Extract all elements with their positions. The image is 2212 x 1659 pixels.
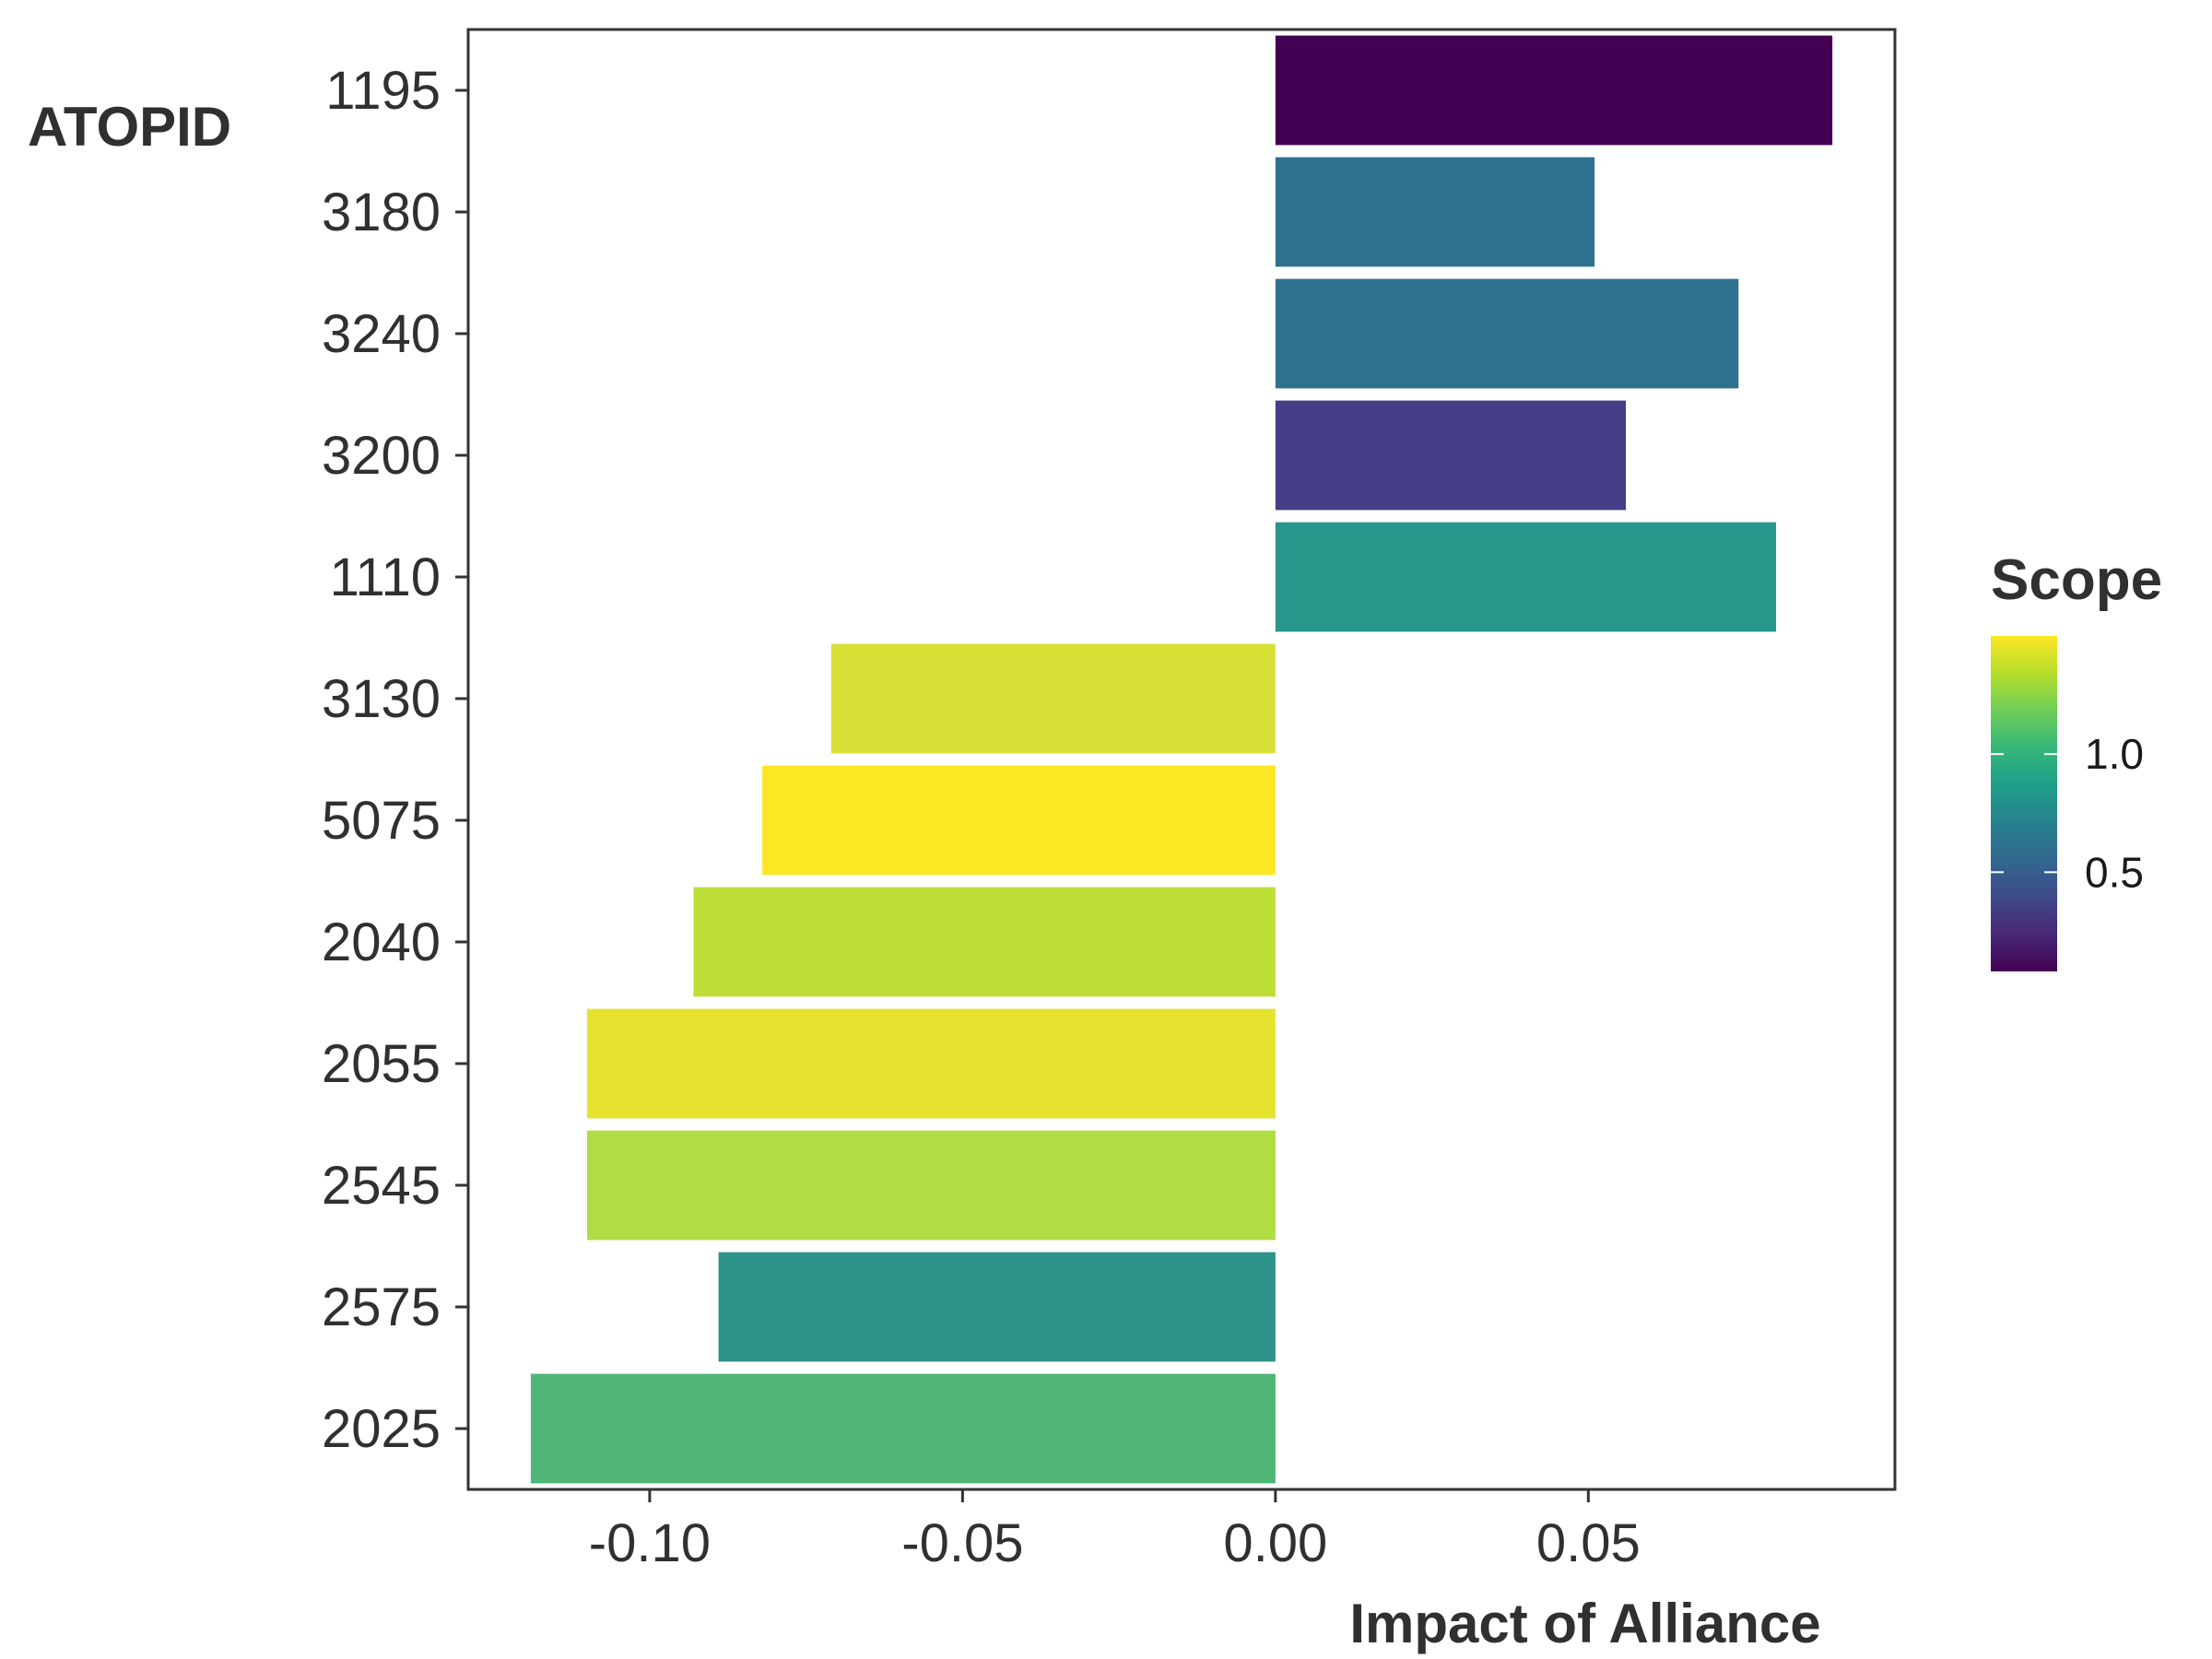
legend-tick-label: 1.0 <box>2085 730 2144 778</box>
y-tick-label: 3240 <box>322 304 441 364</box>
legend-title: Scope <box>1991 548 2162 612</box>
y-tick-label: 2025 <box>322 1399 441 1459</box>
bar-2545 <box>587 1130 1276 1241</box>
y-tick-label: 2545 <box>322 1156 441 1216</box>
plot-panel <box>466 28 1897 1491</box>
x-axis: -0.10 -0.05 0.00 0.05 <box>589 1489 1641 1573</box>
legend-ticks: 0.5 1.0 <box>1991 730 2144 896</box>
bar-2025 <box>530 1373 1276 1484</box>
x-tick-label: -0.10 <box>589 1513 711 1573</box>
y-axis-title: ATOPID <box>28 96 231 158</box>
y-tick-label: 3200 <box>322 426 441 486</box>
bar-3130 <box>830 643 1276 754</box>
x-tick-label: 0.00 <box>1223 1513 1327 1573</box>
bar-3200 <box>1275 400 1627 511</box>
bar-2575 <box>718 1252 1276 1362</box>
y-tick-label: 1110 <box>330 547 441 607</box>
y-axis: 1195 3180 3240 3200 1110 3130 5075 2040 2055 2545… <box>322 61 468 1459</box>
x-axis-title: Impact of Alliance <box>1349 1593 1820 1654</box>
y-tick-label: 1195 <box>325 61 441 121</box>
bar-2040 <box>693 887 1276 997</box>
bar-1195 <box>1275 35 1833 146</box>
legend-tick-label: 0.5 <box>2085 848 2144 896</box>
x-tick-label: 0.05 <box>1536 1513 1641 1573</box>
y-tick-label: 2055 <box>322 1034 441 1094</box>
bar-5075 <box>762 765 1276 876</box>
y-tick-label: 5075 <box>322 791 441 851</box>
scope-legend: Scope 0.5 1.0 <box>1991 548 2162 971</box>
bars <box>530 35 1833 1484</box>
bar-1110 <box>1275 522 1776 632</box>
y-tick-label: 2040 <box>322 912 441 972</box>
y-tick-label: 2575 <box>322 1277 441 1337</box>
bar-2055 <box>587 1008 1276 1119</box>
legend-colorbar <box>1991 636 2057 971</box>
y-tick-label: 3130 <box>322 669 441 729</box>
bar-3240 <box>1275 278 1739 389</box>
x-tick-label: -0.05 <box>901 1513 1023 1573</box>
y-tick-label: 3180 <box>322 182 441 242</box>
bar-3180 <box>1275 157 1595 267</box>
